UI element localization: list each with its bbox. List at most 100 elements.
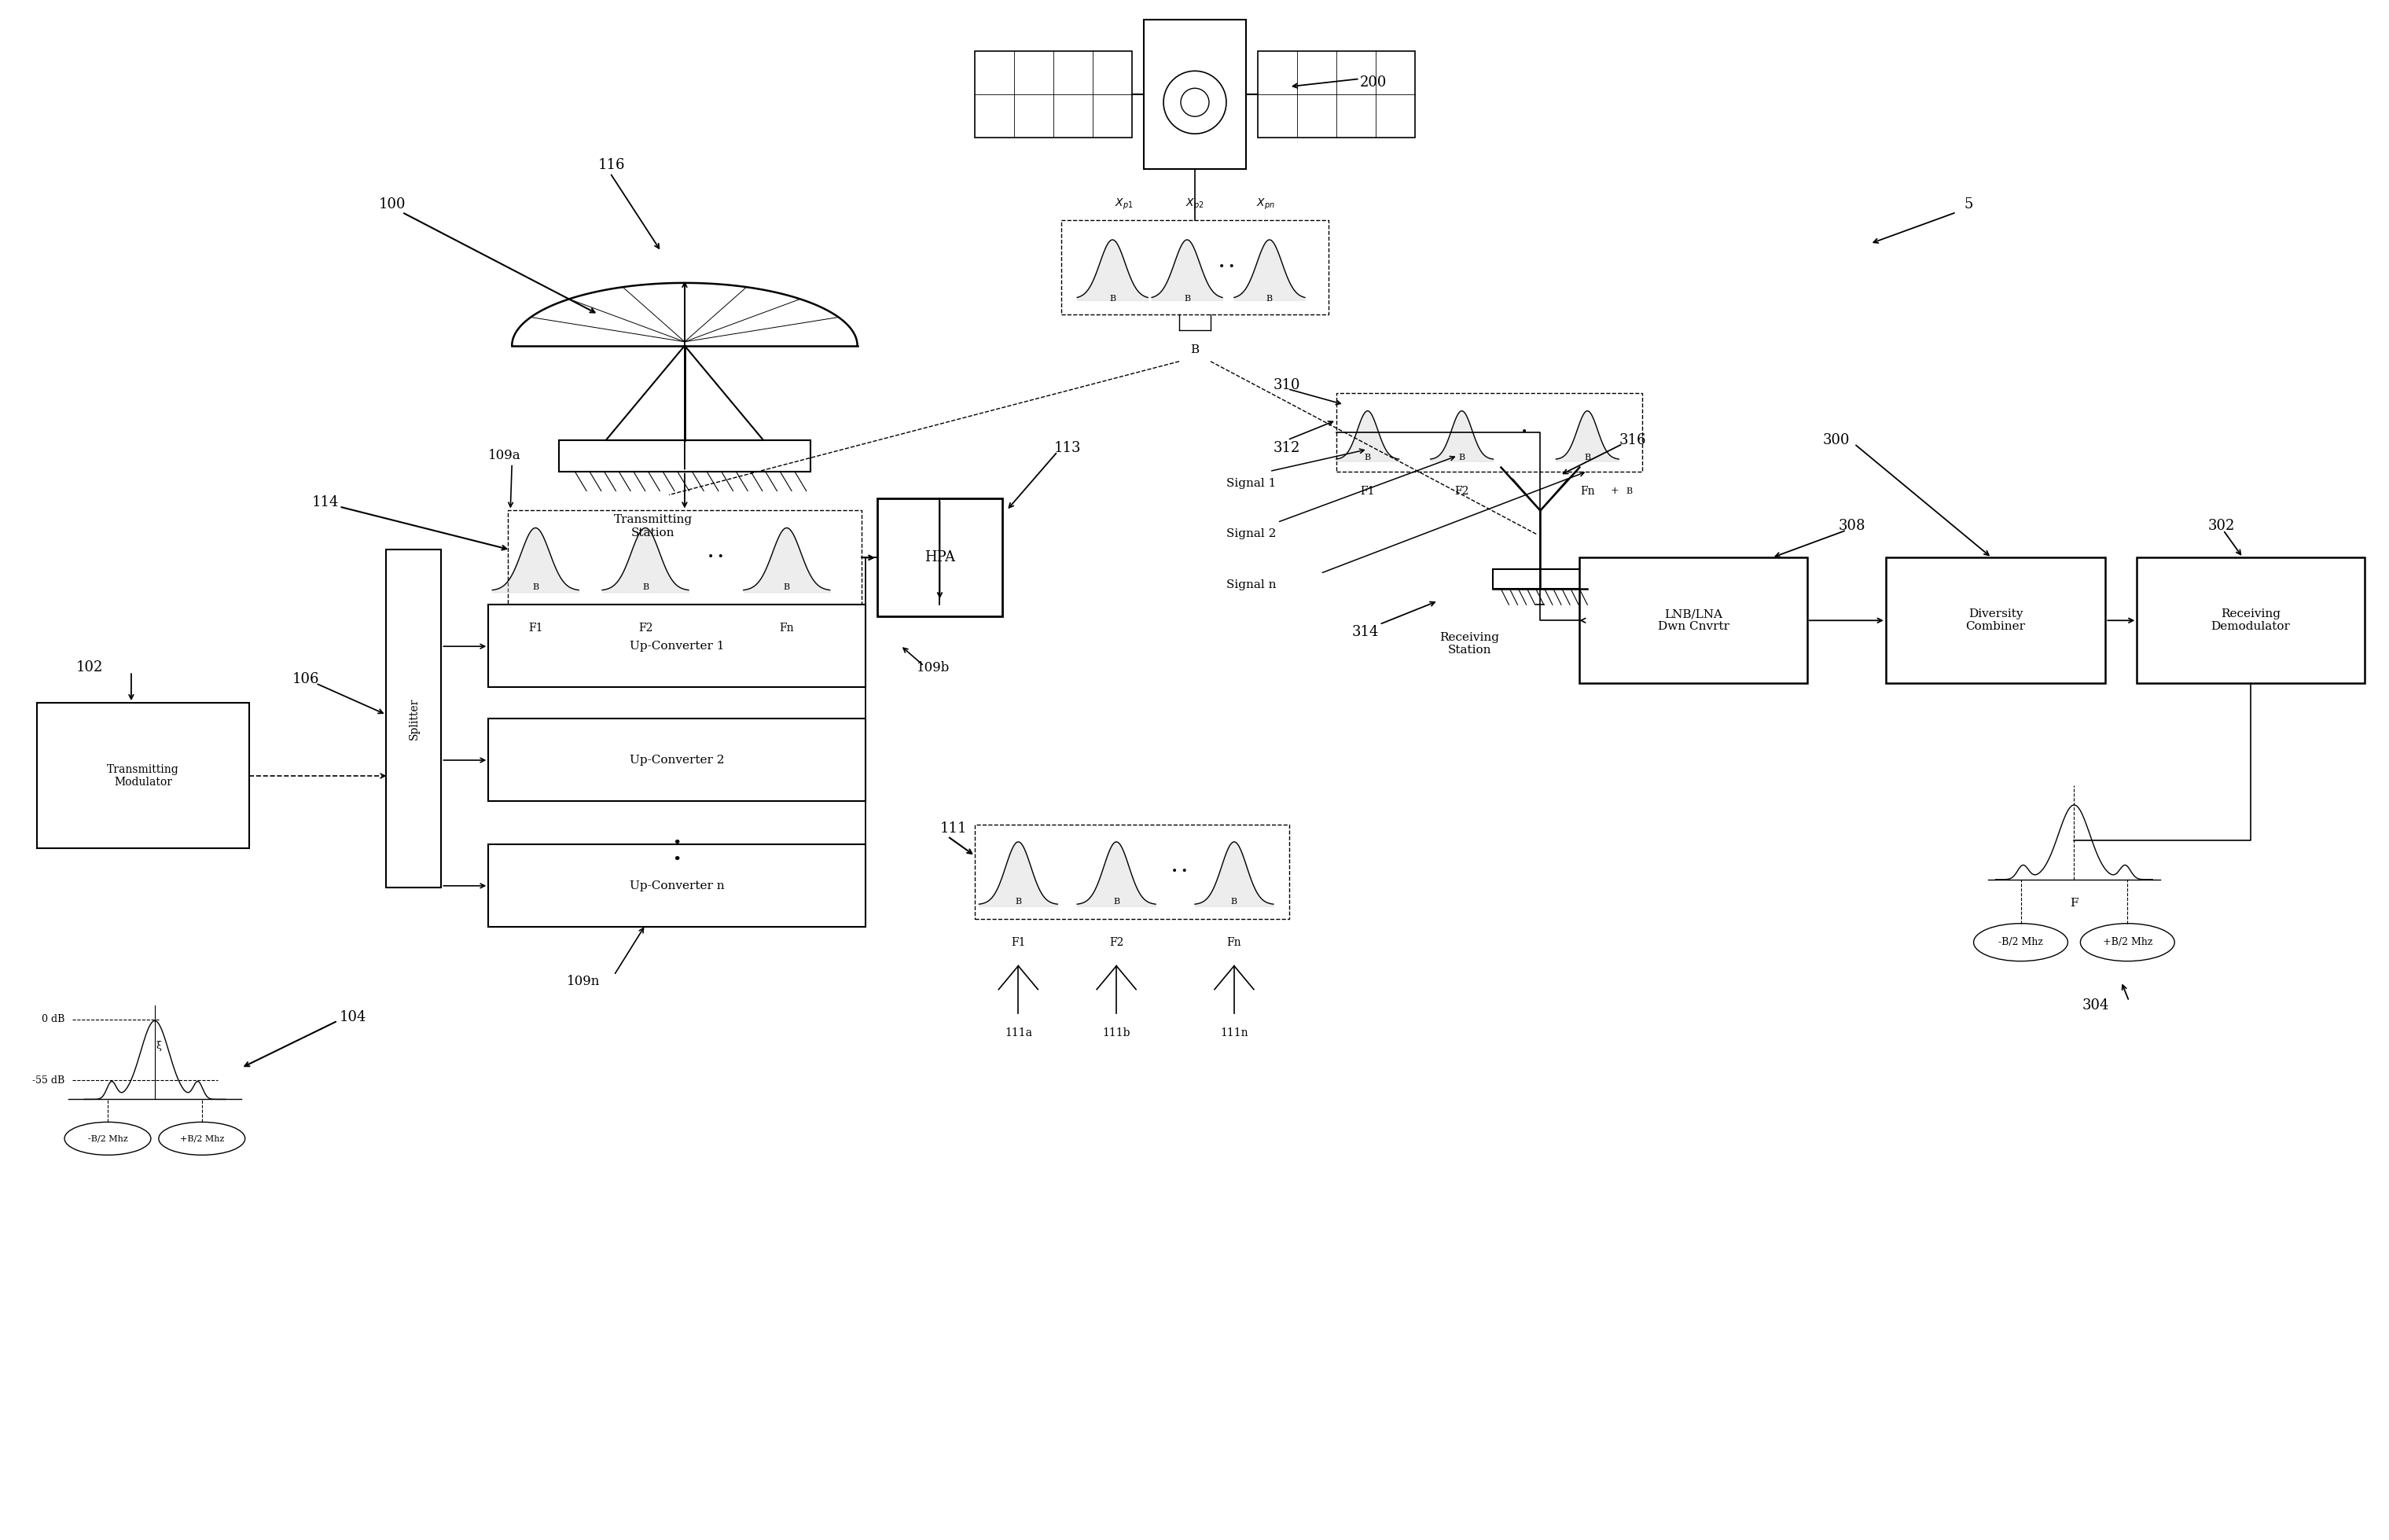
Text: • •: • •	[1218, 262, 1235, 273]
Text: 109b: 109b	[917, 661, 948, 675]
Bar	[877, 499, 1003, 616]
Text: 111n: 111n	[1221, 1027, 1247, 1038]
Ellipse shape	[158, 1123, 246, 1155]
Text: +B/2 Mhz: +B/2 Mhz	[179, 1135, 225, 1143]
Text: • •: • •	[707, 553, 724, 564]
Ellipse shape	[65, 1123, 151, 1155]
Text: 114: 114	[313, 496, 339, 510]
Text: F1: F1	[1359, 485, 1374, 496]
Text: Diversity
Combiner: Diversity Combiner	[1966, 608, 2026, 633]
Bar	[387, 550, 442, 887]
Bar	[975, 824, 1290, 919]
Text: B: B	[1185, 294, 1190, 302]
Text: 302: 302	[2207, 519, 2234, 533]
Bar	[1335, 393, 1641, 471]
Text: -B/2 Mhz: -B/2 Mhz	[88, 1135, 127, 1143]
Text: 312: 312	[1273, 440, 1300, 454]
Text: Transmitting
Modulator: Transmitting Modulator	[108, 764, 179, 788]
Text: Up-Converter 1: Up-Converter 1	[628, 641, 724, 651]
Text: 109a: 109a	[487, 450, 521, 462]
Text: 100: 100	[377, 197, 406, 211]
Text: B: B	[1584, 453, 1591, 460]
Text: HPA: HPA	[925, 551, 956, 565]
Text: 0 dB: 0 dB	[41, 1015, 65, 1024]
Text: F1: F1	[528, 622, 542, 634]
Text: Fn: Fn	[779, 622, 793, 634]
Text: F1: F1	[1011, 936, 1025, 947]
Text: LNB/LNA
Dwn Cnvrtr: LNB/LNA Dwn Cnvrtr	[1658, 608, 1730, 633]
Text: B: B	[643, 584, 647, 591]
Text: F2: F2	[638, 622, 652, 634]
Text: 104: 104	[339, 1010, 366, 1024]
Text: Up-Converter 2: Up-Converter 2	[628, 755, 724, 765]
Bar	[975, 51, 1132, 137]
Bar	[1579, 557, 1806, 684]
Text: 310: 310	[1273, 377, 1300, 393]
Text: B: B	[533, 584, 538, 591]
Bar	[559, 440, 810, 471]
Text: 314: 314	[1352, 625, 1378, 639]
Bar	[1061, 220, 1328, 314]
Text: 316: 316	[1620, 433, 1646, 447]
Ellipse shape	[1973, 924, 2069, 961]
Text: $X_{p2}$: $X_{p2}$	[1185, 197, 1204, 211]
Text: • •: • •	[1171, 865, 1187, 878]
Text: 102: 102	[76, 661, 103, 675]
Text: F2: F2	[1108, 936, 1123, 947]
Text: Up-Converter n: Up-Converter n	[628, 881, 724, 892]
Text: Splitter: Splitter	[409, 698, 420, 739]
Text: -B/2 Mhz: -B/2 Mhz	[1997, 938, 2043, 947]
Text: +: +	[1610, 485, 1620, 496]
Text: +B/2 Mhz: +B/2 Mhz	[2102, 938, 2152, 947]
Text: B: B	[1015, 898, 1022, 906]
Bar	[36, 702, 248, 849]
Ellipse shape	[2081, 924, 2174, 961]
Bar	[1885, 557, 2105, 684]
Text: •: •	[1522, 427, 1529, 437]
Text: B: B	[1266, 294, 1273, 302]
Text: F: F	[2069, 898, 2078, 909]
Text: B: B	[1364, 453, 1371, 460]
Text: B: B	[1113, 898, 1120, 906]
Circle shape	[1163, 71, 1226, 134]
Bar	[1144, 20, 1247, 169]
Text: Transmitting
Station: Transmitting Station	[614, 514, 693, 537]
Text: 111b: 111b	[1101, 1027, 1130, 1038]
Text: B: B	[1108, 294, 1116, 302]
Text: 304: 304	[2081, 998, 2109, 1012]
Bar	[509, 511, 862, 605]
Text: 5: 5	[1964, 197, 1973, 211]
Text: Signal 2: Signal 2	[1226, 528, 1276, 539]
Text: 308: 308	[1840, 519, 1866, 533]
Text: ξ: ξ	[155, 1041, 162, 1050]
Text: $X_{p1}$: $X_{p1}$	[1116, 197, 1132, 211]
Circle shape	[1180, 88, 1209, 117]
Text: Signal 1: Signal 1	[1226, 477, 1276, 488]
Bar	[487, 605, 865, 687]
Text: Fn: Fn	[1579, 485, 1596, 496]
Text: B: B	[1460, 453, 1464, 460]
Text: Signal n: Signal n	[1226, 579, 1276, 591]
Text: $X_{pn}$: $X_{pn}$	[1257, 197, 1276, 211]
Bar	[487, 844, 865, 927]
Text: 111: 111	[939, 821, 968, 836]
Text: 113: 113	[1054, 440, 1080, 454]
Text: -55 dB: -55 dB	[31, 1075, 65, 1086]
Bar	[2136, 557, 2365, 684]
Bar	[1493, 570, 1586, 590]
Text: Receiving
Station: Receiving Station	[1441, 631, 1500, 656]
Text: B: B	[784, 584, 791, 591]
Text: 111a: 111a	[1003, 1027, 1032, 1038]
Text: B: B	[1230, 898, 1238, 906]
Text: 106: 106	[291, 673, 320, 687]
Text: 300: 300	[1823, 433, 1849, 447]
Bar	[1257, 51, 1414, 137]
Text: Receiving
Demodulator: Receiving Demodulator	[2212, 608, 2291, 633]
Text: Fn: Fn	[1228, 936, 1242, 947]
Text: B: B	[1620, 487, 1632, 494]
Text: 116: 116	[597, 159, 626, 172]
Text: F2: F2	[1455, 485, 1469, 496]
Bar	[487, 719, 865, 801]
Text: 200: 200	[1359, 75, 1386, 89]
Text: B: B	[1190, 343, 1199, 356]
